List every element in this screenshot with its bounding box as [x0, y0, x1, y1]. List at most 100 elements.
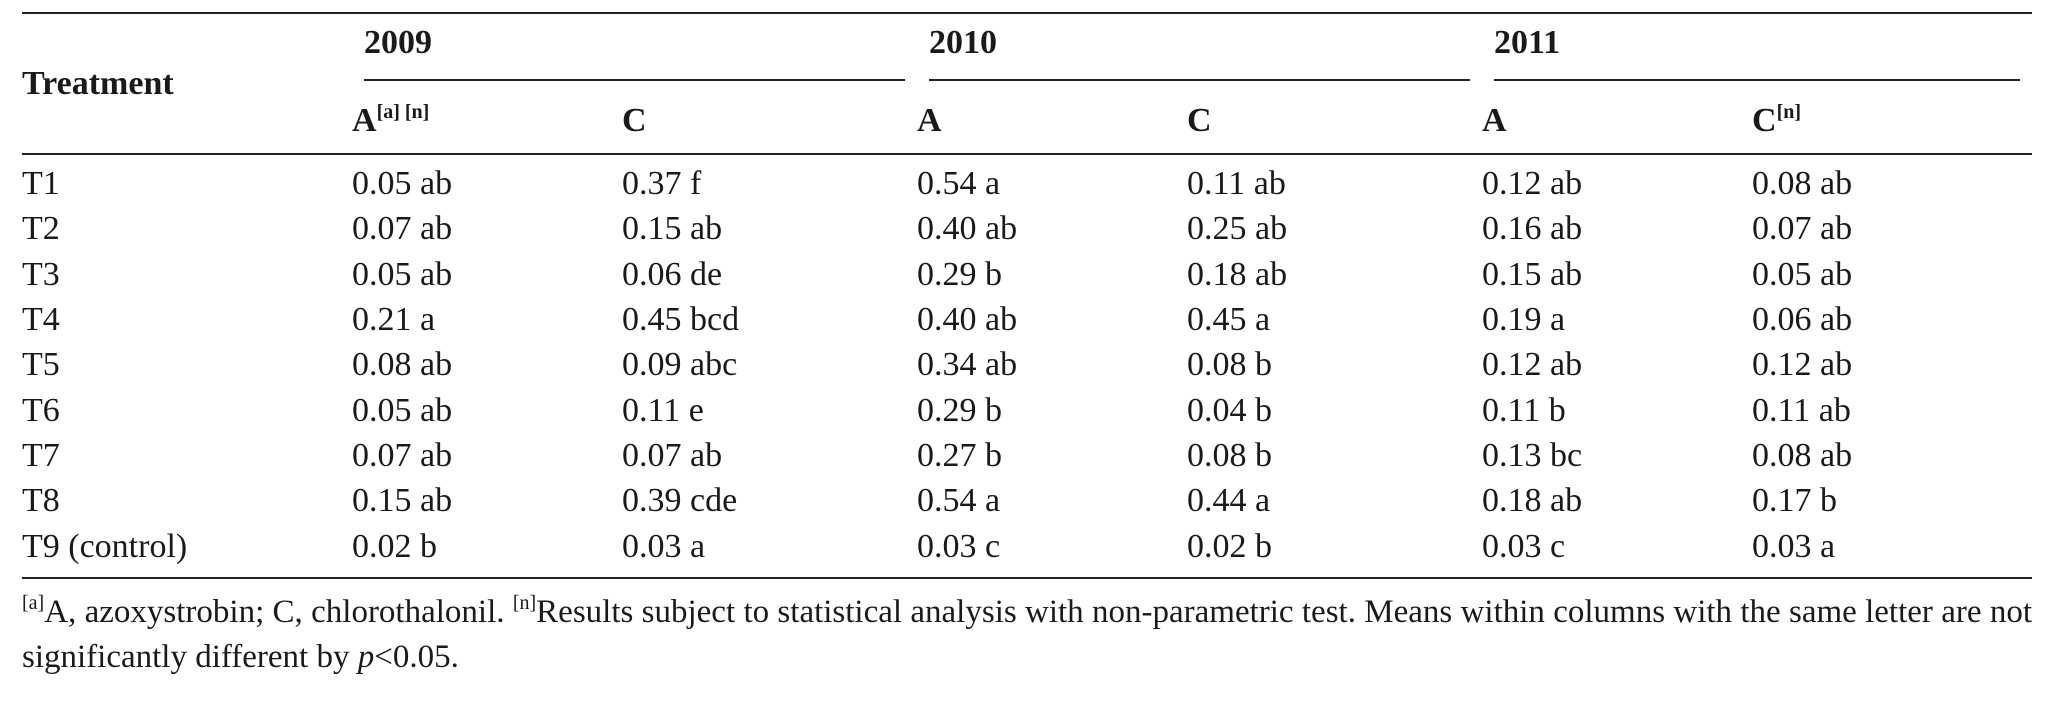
footnote-text-a: A, azoxystrobin; C, chlorothalonil.: [44, 594, 513, 630]
table-row: T1 0.05 ab 0.37 f 0.54 a 0.11 ab 0.12 ab 0.08 …: [22, 154, 2032, 206]
table-row: T5 0.08 ab 0.09 abc 0.34 ab 0.08 b 0.12 ab 0.1…: [22, 342, 2032, 387]
table-row: T7 0.07 ab 0.07 ab 0.27 b 0.08 b 0.13 bc 0.08 …: [22, 433, 2032, 478]
subheader-label: C: [1187, 101, 1212, 139]
cell-value: 0.19 a: [1482, 301, 1566, 339]
cell-value: 0.40 ab: [917, 301, 1018, 339]
table-footnote: [a]A, azoxystrobin; C, chlorothalonil. […: [22, 590, 2032, 680]
cell-value: 0.02 b: [352, 527, 437, 565]
cell-treatment: T1: [22, 165, 60, 203]
cell-value: 0.54 a: [917, 165, 1001, 203]
results-table: Treatment 2009 2010 2011 A[a] [n] C A C …: [22, 12, 2032, 579]
table-row: T3 0.05 ab 0.06 de 0.29 b 0.18 ab 0.15 ab 0.05…: [22, 252, 2032, 297]
table-row: T8 0.15 ab 0.39 cde 0.54 a 0.44 a 0.18 ab 0.17…: [22, 478, 2032, 523]
cell-value: 0.07 ab: [352, 210, 453, 248]
cell-value: 0.44 a: [1187, 482, 1271, 520]
subheader-label: C: [622, 101, 647, 139]
cell-value: 0.02 b: [1187, 527, 1272, 565]
cell-value: 0.05 ab: [352, 255, 453, 293]
table-row: T2 0.07 ab 0.15 ab 0.40 ab 0.25 ab 0.16 ab 0.0…: [22, 206, 2032, 251]
cell-value: 0.07 ab: [352, 436, 453, 474]
table-row: T4 0.21 a 0.45 bcd 0.40 ab 0.45 a 0.19 a 0.06 …: [22, 297, 2032, 342]
header-year-label: 2009: [364, 20, 905, 81]
cell-value: 0.45 a: [1187, 301, 1271, 339]
cell-value: 0.12 ab: [1482, 165, 1583, 203]
cell-value: 0.09 abc: [622, 346, 738, 384]
footnote-text-n: Results subject to statistical analysis …: [22, 594, 2032, 675]
cell-value: 0.54 a: [917, 482, 1001, 520]
cell-value: 0.05 ab: [352, 391, 453, 429]
cell-value: 0.15 ab: [622, 210, 723, 248]
footnote-mark-n: [n]: [512, 592, 537, 614]
cell-treatment: T3: [22, 255, 60, 293]
cell-value: 0.18 ab: [1187, 255, 1288, 293]
cell-treatment: T8: [22, 482, 60, 520]
table-row: T9 (control) 0.02 b 0.03 a 0.03 c 0.02 b 0.03…: [22, 523, 2032, 577]
cell-value: 0.08 ab: [352, 346, 453, 384]
header-year-2010: 2010: [917, 12, 1482, 87]
cell-treatment: T2: [22, 210, 60, 248]
table-row: T6 0.05 ab 0.11 e 0.29 b 0.04 b 0.11 b 0.11 ab: [22, 387, 2032, 432]
header-year-label: 2011: [1494, 20, 2020, 81]
cell-value: 0.37 f: [622, 165, 702, 203]
subheader-2009-c: C: [622, 87, 917, 155]
cell-value: 0.34 ab: [917, 346, 1018, 384]
cell-value: 0.13 bc: [1482, 436, 1583, 474]
cell-value: 0.07 ab: [622, 436, 723, 474]
cell-value: 0.12 ab: [1752, 346, 1853, 384]
subheader-2010-a: A: [917, 87, 1187, 155]
cell-value: 0.03 c: [1482, 527, 1566, 565]
subheader-2011-a: A: [1482, 87, 1752, 155]
cell-value: 0.06 ab: [1752, 301, 1853, 339]
cell-value: 0.25 ab: [1187, 210, 1288, 248]
subheader-label: A: [1482, 101, 1507, 139]
cell-value: 0.39 cde: [622, 482, 738, 520]
subheader-label: A: [352, 101, 377, 139]
cell-value: 0.08 b: [1187, 436, 1272, 474]
cell-value: 0.29 b: [917, 255, 1002, 293]
header-year-label: 2010: [929, 20, 1470, 81]
cell-value: 0.03 a: [1752, 527, 1836, 565]
header-year-2011: 2011: [1482, 12, 2032, 87]
cell-value: 0.05 ab: [352, 165, 453, 203]
cell-value: 0.11 ab: [1187, 165, 1286, 203]
cell-value: 0.29 b: [917, 391, 1002, 429]
footnote-p-symbol: p: [357, 639, 375, 675]
cell-value: 0.08 ab: [1752, 165, 1853, 203]
footnote-mark-a: [a]: [22, 592, 45, 614]
cell-value: 0.16 ab: [1482, 210, 1583, 248]
footnote-p-value: <0.05.: [374, 639, 459, 675]
cell-value: 0.27 b: [917, 436, 1002, 474]
subheader-2011-c: C[n]: [1752, 87, 2032, 155]
cell-treatment: T5: [22, 346, 60, 384]
cell-value: 0.11 b: [1482, 391, 1566, 429]
cell-value: 0.21 a: [352, 301, 436, 339]
cell-value: 0.11 ab: [1752, 391, 1851, 429]
cell-value: 0.04 b: [1187, 391, 1272, 429]
table-body: T1 0.05 ab 0.37 f 0.54 a 0.11 ab 0.12 ab 0.08 …: [22, 154, 2032, 578]
cell-value: 0.08 ab: [1752, 436, 1853, 474]
cell-value: 0.07 ab: [1752, 210, 1853, 248]
cell-value: 0.03 c: [917, 527, 1001, 565]
cell-value: 0.15 ab: [1482, 255, 1583, 293]
cell-value: 0.11 e: [622, 391, 704, 429]
header-year-2009: 2009: [352, 12, 917, 87]
cell-treatment: T6: [22, 391, 60, 429]
subheader-2009-a: A[a] [n]: [352, 87, 622, 155]
results-table-container: Treatment 2009 2010 2011 A[a] [n] C A C …: [22, 12, 2032, 579]
cell-value: 0.15 ab: [352, 482, 453, 520]
subheader-footnote-mark: [a] [n]: [376, 100, 430, 123]
cell-value: 0.40 ab: [917, 210, 1018, 248]
subheader-label: A: [917, 101, 942, 139]
cell-value: 0.06 de: [622, 255, 723, 293]
cell-value: 0.08 b: [1187, 346, 1272, 384]
cell-treatment: T9 (control): [22, 527, 188, 565]
subheader-2010-c: C: [1187, 87, 1482, 155]
cell-treatment: T7: [22, 436, 60, 474]
cell-value: 0.45 bcd: [622, 301, 740, 339]
cell-value: 0.12 ab: [1482, 346, 1583, 384]
cell-value: 0.18 ab: [1482, 482, 1583, 520]
cell-treatment: T4: [22, 301, 60, 339]
subheader-label: C: [1752, 101, 1777, 139]
header-treatment: Treatment: [22, 12, 352, 155]
cell-value: 0.05 ab: [1752, 255, 1853, 293]
